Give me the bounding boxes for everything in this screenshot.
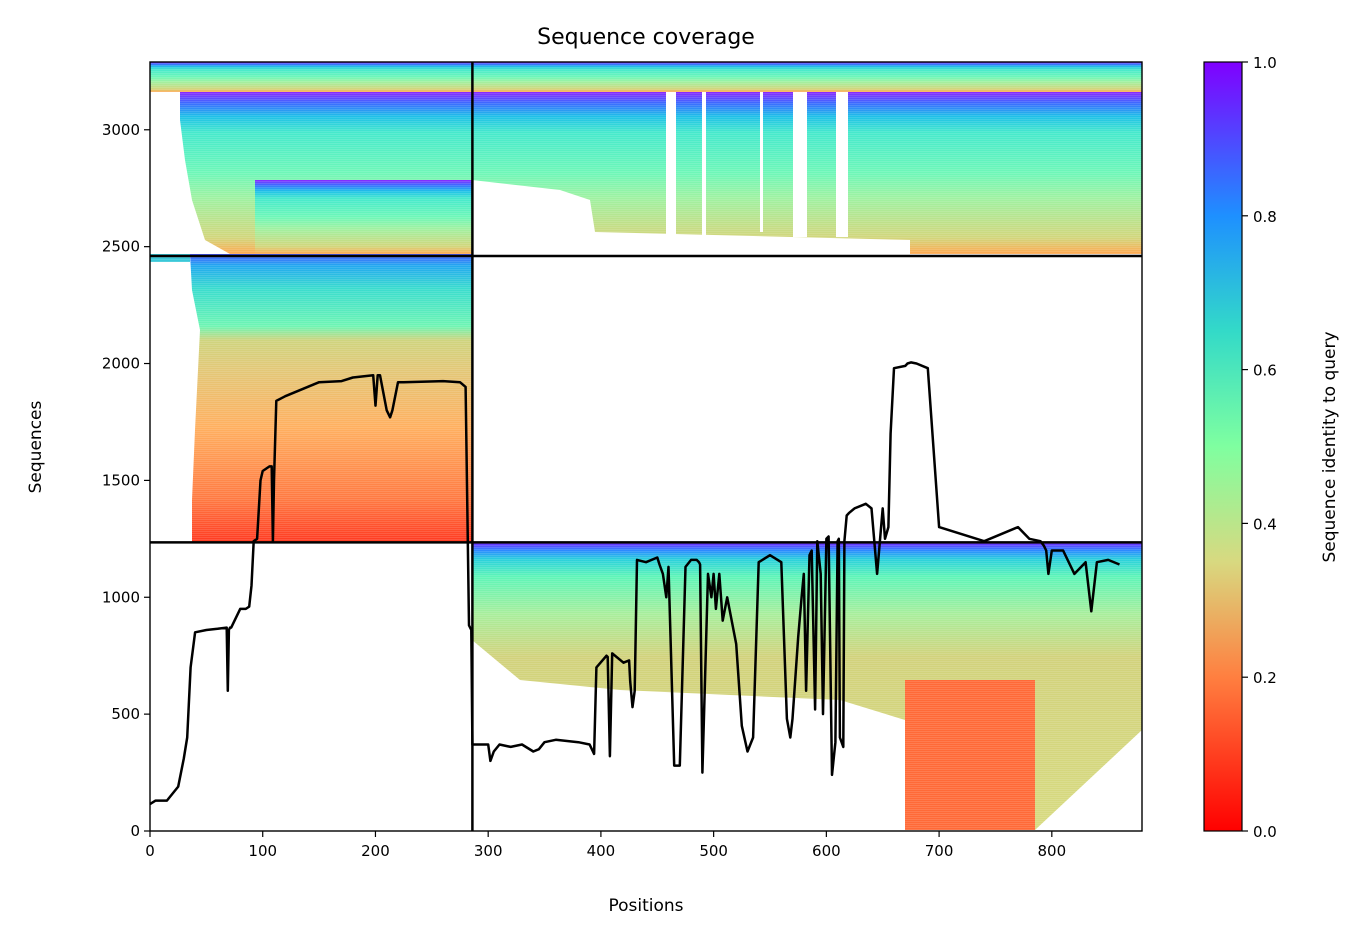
colorbar-tick-label: 0.4 bbox=[1253, 515, 1277, 533]
x-tick-label: 400 bbox=[587, 842, 616, 860]
plot-area bbox=[149, 61, 1143, 832]
x-tick-label: 300 bbox=[474, 842, 503, 860]
y-tick-label: 0 bbox=[130, 822, 140, 840]
colorbar-tick-label: 0.6 bbox=[1253, 362, 1277, 380]
colorbar-label: Sequence identity to query bbox=[1320, 331, 1340, 562]
x-tick-label: 100 bbox=[248, 842, 277, 860]
colorbar-tick-label: 0.2 bbox=[1253, 669, 1277, 687]
y-tick-label: 1000 bbox=[102, 588, 140, 606]
x-axis: 0 100 200 300 400 500 600 700 800 bbox=[145, 831, 1066, 860]
x-tick-label: 800 bbox=[1037, 842, 1066, 860]
colorbar-ticks: 0.0 0.2 0.4 0.6 0.8 1.0 bbox=[1242, 54, 1277, 841]
x-tick-label: 0 bbox=[145, 842, 155, 860]
y-tick-label: 2500 bbox=[102, 238, 140, 256]
y-tick-label: 1500 bbox=[102, 471, 140, 489]
x-tick-label: 200 bbox=[361, 842, 390, 860]
coverage-block-region-3 bbox=[150, 254, 472, 542]
y-tick-label: 3000 bbox=[102, 121, 140, 139]
colorbar-tick-label: 0.8 bbox=[1253, 208, 1277, 226]
colorbar-tick-label: 0.0 bbox=[1253, 823, 1277, 841]
y-tick-label: 500 bbox=[111, 705, 140, 723]
colorbar-tick-label: 1.0 bbox=[1253, 54, 1277, 72]
x-tick-label: 600 bbox=[812, 842, 841, 860]
x-tick-label: 500 bbox=[699, 842, 728, 860]
x-axis-label: Positions bbox=[608, 896, 683, 916]
coverage-line bbox=[149, 361, 1120, 806]
chart-title: Sequence coverage bbox=[537, 25, 755, 50]
y-axis-label: Sequences bbox=[26, 401, 46, 494]
colorbar-gradient bbox=[1203, 61, 1243, 832]
coverage-block-region-2 bbox=[472, 62, 1142, 254]
x-tick-label: 700 bbox=[925, 842, 954, 860]
colorbar: 0.0 0.2 0.4 0.6 0.8 1.0 Sequence identity to … bbox=[1203, 54, 1340, 841]
y-tick-label: 2000 bbox=[102, 355, 140, 373]
y-axis: 0 500 1000 1500 2000 2500 3000 bbox=[102, 121, 150, 840]
plot-frame bbox=[149, 61, 1143, 832]
coverage-block-region-1 bbox=[150, 62, 472, 254]
